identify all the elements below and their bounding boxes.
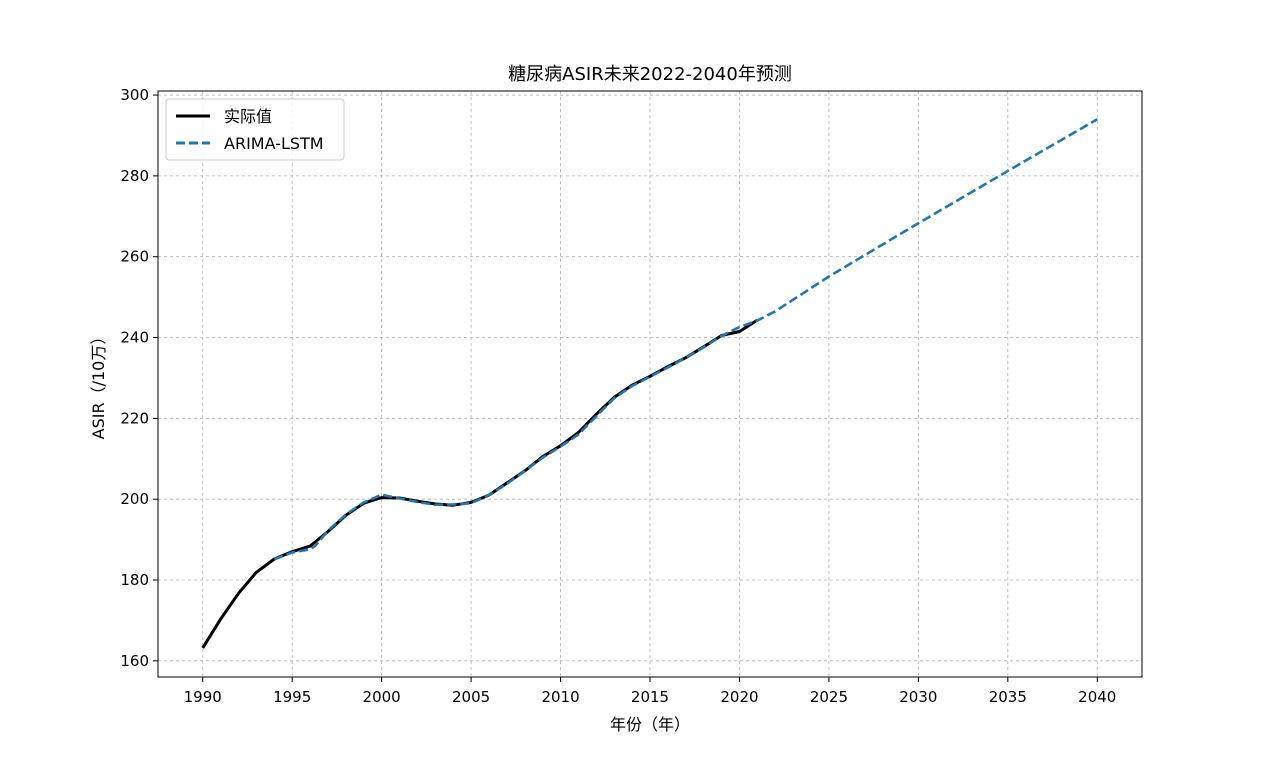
series-lines — [201, 118, 1098, 649]
x-tick-label: 2025 — [810, 688, 848, 706]
legend-box — [165, 98, 345, 161]
x-tick-label: 2030 — [899, 688, 937, 706]
x-tick-label: 2020 — [720, 688, 758, 706]
y-tick-label: 160 — [120, 652, 149, 670]
legend: 实际值 ARIMA-LSTM — [165, 98, 345, 161]
x-tick-label: 2005 — [452, 688, 490, 706]
chart-title: 糖尿病ASIR未来2022-2040年预测 — [508, 64, 792, 85]
x-axis-title: 年份（年） — [610, 715, 690, 734]
y-tick-label: 180 — [120, 571, 149, 589]
y-tick-label: 220 — [120, 409, 149, 427]
y-tick-label: 200 — [120, 490, 149, 508]
x-tick-label: 2015 — [631, 688, 669, 706]
y-tick-label: 300 — [120, 86, 149, 104]
legend-label-arima-lstm: ARIMA-LSTM — [224, 134, 324, 153]
x-tick-label: 1995 — [273, 688, 311, 706]
x-tick-label: 2010 — [541, 688, 579, 706]
y-axis-title: ASIR（/10万） — [89, 329, 108, 440]
x-tick-label: 2000 — [363, 688, 401, 706]
series-line-arima-lstm — [273, 118, 1098, 561]
x-tick-label: 2040 — [1078, 688, 1116, 706]
y-tick-label: 280 — [120, 167, 149, 185]
y-tick-label: 260 — [120, 248, 149, 266]
grid — [158, 91, 1142, 677]
x-tick-label: 2035 — [989, 688, 1027, 706]
y-tick-label: 240 — [120, 329, 149, 347]
legend-label-actual: 实际值 — [224, 107, 272, 126]
x-axis: 1990 1995 2000 2005 2010 2015 2020 2025 2030 2035… — [184, 677, 1116, 706]
x-tick-label: 1990 — [184, 688, 222, 706]
y-axis: 160 180 200 220 240 260 280 300 — [120, 86, 158, 670]
